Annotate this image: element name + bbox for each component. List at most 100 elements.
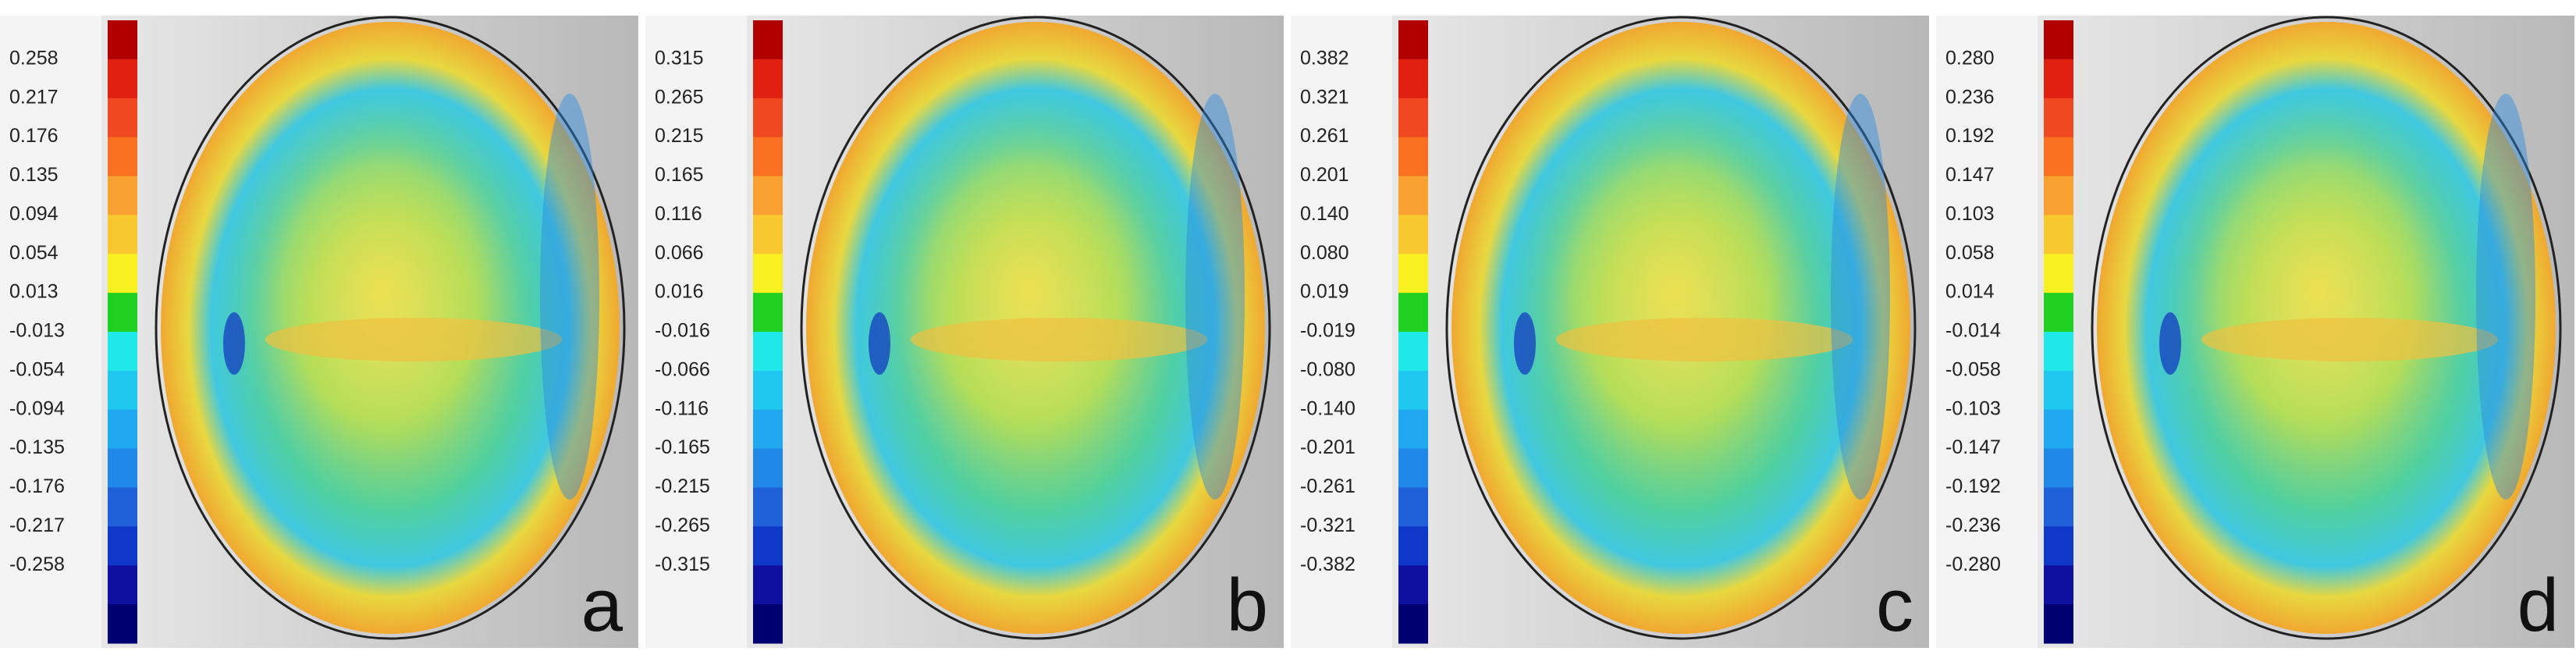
scale-label: -0.014 bbox=[1945, 320, 2001, 342]
panel-letter: c bbox=[1876, 564, 1913, 647]
scan-outline bbox=[2091, 16, 2562, 640]
colorbar-segment bbox=[753, 487, 783, 527]
colorbar-segment bbox=[1398, 254, 1428, 294]
scan-pit bbox=[223, 312, 245, 375]
scale-label: 0.135 bbox=[9, 164, 59, 186]
colorbar-segment bbox=[753, 565, 783, 605]
scale-label: -0.217 bbox=[9, 514, 65, 536]
scale-label: -0.236 bbox=[1945, 514, 2001, 536]
scan-ridge bbox=[2201, 318, 2498, 361]
scan-ridge bbox=[265, 318, 562, 361]
colorbar-segment bbox=[1398, 448, 1428, 488]
colorbar-segment bbox=[108, 59, 137, 99]
scale-label: -0.147 bbox=[1945, 436, 2001, 458]
scan-outline bbox=[800, 16, 1271, 640]
colorbar-segment bbox=[108, 409, 137, 450]
scale-label: 0.261 bbox=[1300, 125, 1349, 147]
panel-letter: d bbox=[2517, 564, 2559, 647]
scale-label: -0.116 bbox=[655, 397, 709, 419]
colorbar-segment bbox=[1398, 409, 1428, 450]
panel-letter: b bbox=[1227, 564, 1268, 647]
colorbar-segment bbox=[2044, 370, 2073, 411]
scale-label: -0.265 bbox=[655, 514, 710, 536]
scale-label: -0.019 bbox=[1300, 320, 1356, 342]
scan-wall bbox=[540, 94, 599, 500]
colorbar-segment bbox=[108, 487, 137, 527]
colorbar-segment bbox=[2044, 409, 2073, 450]
scan-core bbox=[1509, 101, 1837, 523]
colorbar-segment bbox=[1398, 565, 1428, 605]
scale-label: 0.054 bbox=[9, 242, 59, 264]
scan-core bbox=[2155, 101, 2482, 523]
scale-label: -0.315 bbox=[655, 553, 710, 575]
colorbar-segment bbox=[108, 20, 137, 60]
colorbar-segment bbox=[108, 526, 137, 566]
colorbar-segment bbox=[753, 448, 783, 488]
colorbar-segment bbox=[2044, 98, 2073, 138]
scale-label: 0.147 bbox=[1945, 164, 1995, 186]
scale-label: -0.080 bbox=[1300, 358, 1356, 380]
colorbar-segment bbox=[753, 370, 783, 411]
scale-label: 0.176 bbox=[9, 125, 59, 147]
scale-label: 0.258 bbox=[9, 47, 59, 69]
colorbar-segment bbox=[753, 98, 783, 138]
scale-area bbox=[1291, 16, 1392, 648]
scale-label: 0.140 bbox=[1300, 203, 1349, 225]
panel: 0.382 0.321 0.261 0.201 0.140 0.080 0.019 -0.01… bbox=[1291, 16, 1929, 648]
colorbar-segment bbox=[2044, 332, 2073, 372]
colorbar-segment bbox=[1398, 20, 1428, 60]
scale-label: -0.176 bbox=[9, 475, 65, 497]
scale-label: 0.080 bbox=[1300, 242, 1349, 264]
scale-label: 0.215 bbox=[655, 125, 704, 147]
scale-label: 0.321 bbox=[1300, 86, 1349, 108]
colorbar-segment bbox=[2044, 59, 2073, 99]
colorbar-segment bbox=[108, 604, 137, 644]
colorbar-segment bbox=[1398, 604, 1428, 644]
scan-ridge bbox=[911, 318, 1207, 361]
scale-label: -0.201 bbox=[1300, 436, 1356, 458]
scale-label: -0.258 bbox=[9, 553, 65, 575]
scale-label: -0.280 bbox=[1945, 553, 2001, 575]
scale-label: -0.140 bbox=[1300, 397, 1356, 419]
colorbar-segment bbox=[2044, 215, 2073, 254]
scale-label: -0.165 bbox=[655, 436, 710, 458]
scan-wall bbox=[1831, 94, 1890, 500]
colorbar-segment bbox=[1398, 526, 1428, 566]
scale-label: -0.261 bbox=[1300, 475, 1356, 497]
colorbar-segment bbox=[2044, 565, 2073, 605]
scale-label: 0.201 bbox=[1300, 164, 1349, 186]
colorbar-segment bbox=[2044, 254, 2073, 294]
colorbar-segment bbox=[1398, 59, 1428, 99]
colorbar-segment bbox=[1398, 176, 1428, 215]
colorbar-segment bbox=[753, 176, 783, 215]
scale-label: -0.192 bbox=[1945, 475, 2001, 497]
scale-label: 0.116 bbox=[655, 203, 702, 225]
colorbar-segment bbox=[2044, 526, 2073, 566]
colorbar-segment bbox=[753, 137, 783, 176]
colorbar-segment bbox=[2044, 137, 2073, 176]
scale-label: 0.265 bbox=[655, 86, 704, 108]
colorbar-segment bbox=[2044, 20, 2073, 60]
colorbar-segment bbox=[108, 137, 137, 176]
colorbar-segment bbox=[753, 604, 783, 644]
colorbar-segment bbox=[2044, 448, 2073, 488]
scale-label: 0.382 bbox=[1300, 47, 1349, 69]
scan-ridge bbox=[1556, 318, 1853, 361]
scale-label: 0.315 bbox=[655, 47, 704, 69]
panel-letter: a bbox=[581, 564, 624, 647]
colorbar-segment bbox=[2044, 487, 2073, 527]
colorbar-segment bbox=[753, 526, 783, 566]
colorbar-segment bbox=[2044, 604, 2073, 644]
colorbar-segment bbox=[753, 409, 783, 450]
scale-label: -0.094 bbox=[9, 397, 65, 419]
scale-label: 0.217 bbox=[9, 86, 59, 108]
colorbar-segment bbox=[1398, 293, 1428, 333]
colorbar-segment bbox=[108, 98, 137, 138]
colorbar-segment bbox=[753, 332, 783, 372]
panel: 0.280 0.236 0.192 0.147 0.103 0.058 0.014 -0.01… bbox=[1936, 16, 2574, 648]
colorbar-segment bbox=[108, 370, 137, 411]
scan-outline bbox=[155, 16, 626, 640]
scale-label: -0.058 bbox=[1945, 358, 2001, 380]
colorbar-segment bbox=[753, 215, 783, 254]
colorbar-segment bbox=[753, 59, 783, 99]
